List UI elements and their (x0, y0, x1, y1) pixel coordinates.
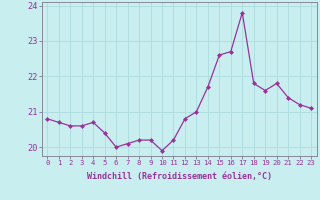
X-axis label: Windchill (Refroidissement éolien,°C): Windchill (Refroidissement éolien,°C) (87, 172, 272, 181)
